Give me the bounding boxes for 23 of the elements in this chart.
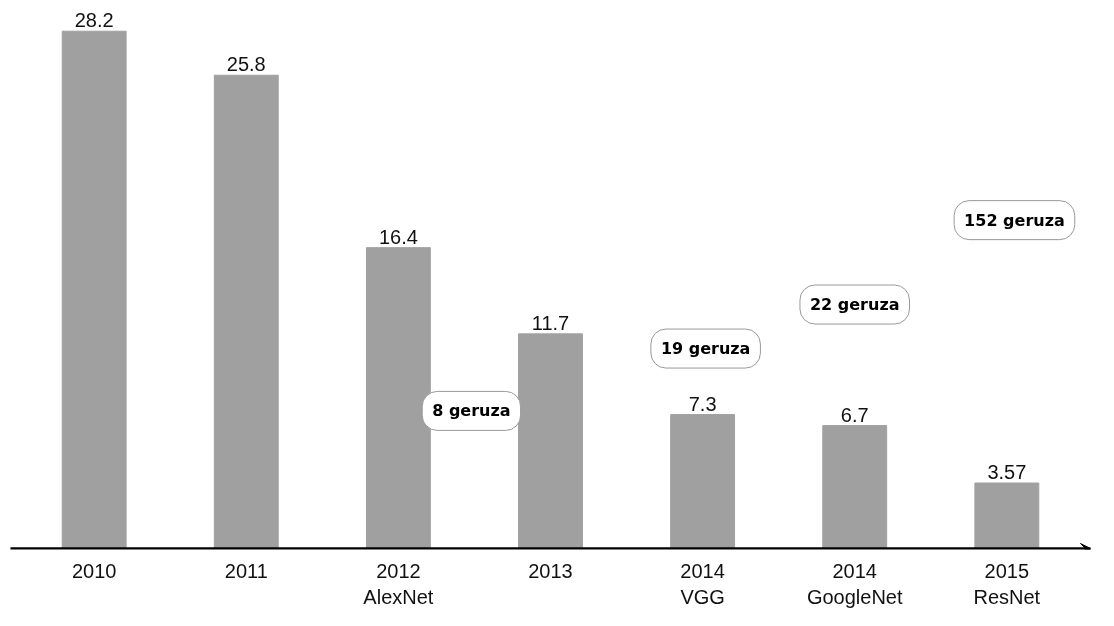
x-tick-label: 2014 VGG bbox=[680, 559, 725, 608]
x-tick-label: 2013 bbox=[528, 559, 573, 582]
bar bbox=[822, 425, 888, 549]
bar bbox=[213, 74, 279, 549]
bar bbox=[974, 482, 1040, 549]
x-tick-label: 2014 GoogleNet bbox=[806, 559, 903, 608]
bar bbox=[670, 414, 736, 549]
annotation: 8 geruza bbox=[432, 401, 511, 421]
annotation: 22 geruza bbox=[809, 295, 900, 315]
data-label: 11.7 bbox=[531, 311, 570, 334]
data-label: 7.3 bbox=[688, 392, 717, 415]
data-label: 16.4 bbox=[378, 225, 418, 248]
annotation: 19 geruza bbox=[660, 339, 751, 359]
x-tick-label: 2010 bbox=[71, 559, 117, 582]
data-label: 6.7 bbox=[840, 403, 869, 426]
x-tick-label: 2015 ResNet bbox=[973, 559, 1041, 608]
x-tick-label: 2012 AlexNet bbox=[363, 559, 434, 608]
data-label: 25.8 bbox=[226, 53, 266, 76]
annotation: 152 geruza bbox=[964, 210, 1065, 230]
x-tick-label: 2011 bbox=[224, 559, 268, 582]
data-label: 28.2 bbox=[74, 9, 114, 32]
data-label: 3.57 bbox=[987, 461, 1027, 484]
bar bbox=[61, 30, 127, 549]
